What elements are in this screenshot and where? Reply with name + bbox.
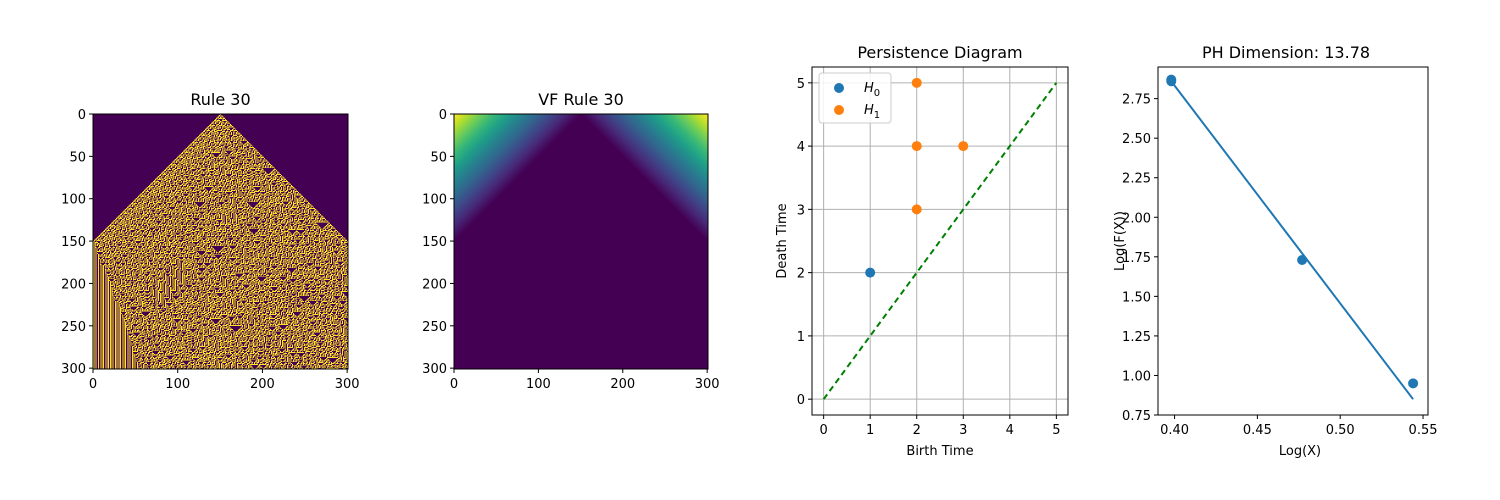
y-tick-label: 200 <box>61 277 86 292</box>
y-tick-label: 250 <box>61 320 86 335</box>
y-tick-label: 150 <box>61 235 86 250</box>
y-tick-label: 3 <box>797 203 805 218</box>
y-tick-label: 100 <box>61 193 86 208</box>
persistence-point-h1 <box>911 141 922 152</box>
y-tick-label: 0.75 <box>1122 409 1151 424</box>
x-tick-label: 300 <box>335 377 360 392</box>
x-tick-label: 300 <box>695 377 720 392</box>
ph-point <box>1297 254 1308 265</box>
persistence-points <box>865 77 969 278</box>
x-tick-label: 0.50 <box>1326 423 1355 438</box>
persistence-grid <box>812 67 1068 415</box>
persistence-legend: H0 H1 <box>818 72 892 124</box>
x-tick-label: 4 <box>1006 423 1014 438</box>
x-tick-label: 3 <box>959 423 967 438</box>
persistence-xlabel: Birth Time <box>906 444 973 459</box>
x-tick-label: 1 <box>866 423 874 438</box>
persistence-point-h1 <box>958 141 969 152</box>
y-tick-label: 2.75 <box>1122 93 1151 108</box>
y-tick-label: 300 <box>61 362 86 377</box>
ph-frame <box>1157 66 1429 416</box>
panel-vf-title: VF Rule 30 <box>538 90 624 109</box>
y-tick-label: 250 <box>422 320 447 335</box>
legend-h0-label: H0 <box>864 81 880 99</box>
persistence-point-h1 <box>911 77 922 88</box>
y-tick-label: 2.00 <box>1122 211 1151 226</box>
y-tick-label: 150 <box>422 235 447 250</box>
y-tick-label: 200 <box>422 277 447 292</box>
legend-h0-marker <box>834 83 844 93</box>
panel-ph-dimension: PH Dimension: 13.78 0.40 0.45 0.50 0.55 0.75… <box>1113 43 1438 459</box>
x-tick-label: 200 <box>610 377 635 392</box>
vf-rule30-image <box>454 114 708 369</box>
persistence-ylabel: Death Time <box>775 203 790 278</box>
y-tick-label: 50 <box>69 150 86 165</box>
persistence-point-h0 <box>865 267 876 278</box>
ph-ticks: 0.40 0.45 0.50 0.55 0.75 1.00 1.25 1.50 1.75 2.00… <box>1122 93 1437 438</box>
y-tick-label: 50 <box>430 150 447 165</box>
x-tick-label: 200 <box>250 377 275 392</box>
y-tick-label: 0 <box>78 108 86 123</box>
y-tick-label: 1.75 <box>1122 251 1151 266</box>
legend-box <box>818 72 892 124</box>
y-tick-label: 2.25 <box>1122 172 1151 187</box>
y-tick-label: 4 <box>797 140 805 155</box>
ph-ylabel: Log(F(X)) <box>1113 211 1128 271</box>
x-tick-label: 0.40 <box>1160 423 1189 438</box>
y-tick-label: 1.00 <box>1122 369 1151 384</box>
x-tick-label: 0 <box>819 423 827 438</box>
x-tick-label: 0.45 <box>1243 423 1272 438</box>
x-tick-label: 0 <box>450 377 458 392</box>
ph-point <box>1408 378 1419 389</box>
persistence-point-h1 <box>911 204 922 215</box>
legend-h1-label: H1 <box>864 103 880 121</box>
y-tick-label: 0 <box>797 393 805 408</box>
y-tick-label: 300 <box>422 362 447 377</box>
persistence-ticks: 0 1 2 3 4 5 0 1 2 3 4 5 <box>797 77 1061 438</box>
y-tick-label: 1.50 <box>1122 290 1151 305</box>
y-tick-label: 0 <box>439 108 447 123</box>
panel-rule30-title: Rule 30 <box>190 90 250 109</box>
ph-point <box>1166 76 1177 87</box>
y-tick-label: 100 <box>422 193 447 208</box>
ph-xlabel: Log(X) <box>1279 444 1321 459</box>
x-tick-label: 5 <box>1052 423 1060 438</box>
ph-title: PH Dimension: 13.78 <box>1202 43 1370 62</box>
panel-persistence: Persistence Diagram 0 1 2 3 4 5 0 1 2 3 4 5 Birth T… <box>775 43 1069 459</box>
ph-points <box>1166 74 1419 389</box>
persistence-frame <box>811 66 1069 416</box>
y-tick-label: 1 <box>797 330 805 345</box>
x-tick-label: 100 <box>165 377 190 392</box>
x-tick-label: 0.55 <box>1409 423 1438 438</box>
y-tick-label: 2 <box>797 267 805 282</box>
ph-fit-line <box>1170 80 1414 400</box>
x-tick-label: 0 <box>89 377 97 392</box>
y-tick-label: 5 <box>797 77 805 92</box>
x-tick-label: 100 <box>526 377 551 392</box>
legend-h1-marker <box>834 105 844 115</box>
persistence-diagonal <box>822 82 1058 400</box>
rule30-image <box>93 114 348 369</box>
y-tick-label: 1.25 <box>1122 330 1151 345</box>
persistence-title: Persistence Diagram <box>857 43 1022 62</box>
y-tick-label: 2.50 <box>1122 132 1151 147</box>
x-tick-label: 2 <box>913 423 921 438</box>
